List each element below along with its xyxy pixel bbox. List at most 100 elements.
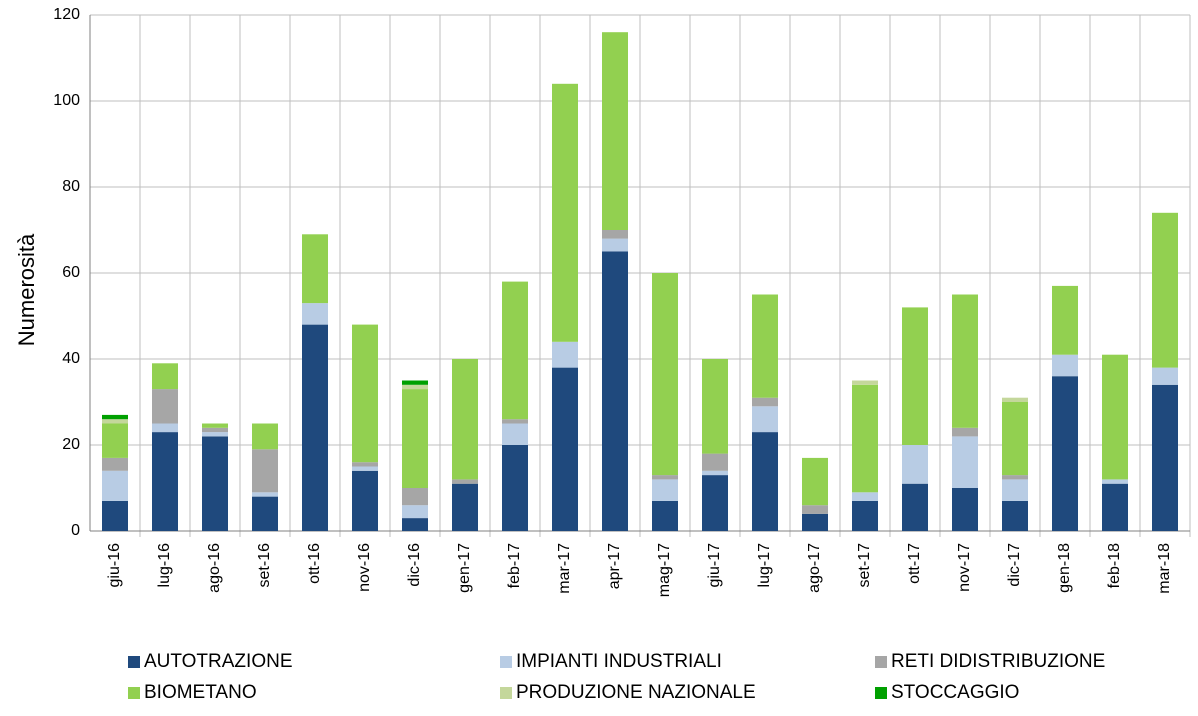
bar-segment [352,324,378,463]
bar-segment [1102,354,1128,480]
bar-segment [802,513,828,531]
legend-swatch [128,656,140,668]
x-tick-label: mar-17 [556,543,573,594]
bar-segment [1152,367,1178,385]
y-tick-label: 100 [53,92,80,109]
bar-segment [252,492,278,497]
bar-segment [152,363,178,390]
bar-segment [1152,384,1178,531]
x-tick-label: ago-16 [206,543,223,593]
bar-segment [502,423,528,445]
bar-segment [852,384,878,493]
bar-segment [702,359,728,454]
bar-segment [1052,354,1078,377]
x-tick-label: nov-17 [956,543,973,592]
bar-segment [852,500,878,531]
legend-swatch [500,656,512,668]
bar-segment [402,505,428,519]
legend-swatch [875,687,887,699]
bar-segment [302,324,328,531]
bar-segment [502,445,528,531]
bar-segment [652,273,678,476]
bar-segment [702,470,728,476]
x-tick-label: ott-17 [906,543,923,584]
bar-segment [952,488,978,531]
bar-segment [302,234,328,304]
bar-segment [952,436,978,488]
bar-segment [152,423,178,433]
bar-segment [202,423,228,428]
bar-segment [252,449,278,493]
bar-segment [1152,212,1178,368]
bar-segment [652,500,678,531]
x-tick-label: giu-16 [106,543,123,588]
legend-swatch [875,656,887,668]
bar-segment [702,453,728,471]
bar-segment [352,470,378,531]
bar-segment [802,457,828,506]
bar-segment [552,367,578,531]
bar-segment [1052,376,1078,531]
x-tick-label: gen-17 [456,543,473,593]
bar-segment [752,406,778,433]
bar-segment [602,238,628,252]
x-tick-label: apr-17 [606,543,623,589]
y-axis-label: Numerosità [14,233,39,346]
x-tick-label: nov-16 [356,543,373,592]
legend-label: STOCCAGGIO [891,682,1019,703]
bar-segment [1002,402,1028,476]
bar-segment [1002,479,1028,501]
legend-swatch [128,687,140,699]
x-tick-label: set-16 [256,543,273,588]
bar-segment [952,294,978,428]
bar-segment [602,251,628,531]
bar-segment [452,479,478,484]
x-tick-label: set-17 [856,543,873,588]
x-tick-label: feb-17 [506,543,523,588]
x-tick-label: giu-17 [706,543,723,588]
bar-segment [252,496,278,531]
bar-segment [252,423,278,450]
bar-segment [102,423,128,458]
y-tick-label: 60 [62,264,80,281]
x-tick-label: gen-18 [1056,543,1073,593]
x-tick-label: ago-17 [806,543,823,593]
bar-segment [902,445,928,484]
bar-segment [752,294,778,398]
bar-segment [702,475,728,531]
y-tick-label: 120 [53,6,80,23]
bar-segment [1002,475,1028,480]
y-tick-label: 20 [62,436,80,453]
bar-segment [552,341,578,368]
y-tick-label: 0 [71,522,80,539]
bar-segment [1002,500,1028,531]
bar-segment [202,427,228,433]
bar-segment [152,389,178,424]
bar-segment [102,419,128,424]
bar-segment [402,380,428,385]
bar-segment [152,432,178,531]
bar-segment [952,427,978,437]
bar-segment [102,414,128,420]
bar-segment [202,432,228,437]
legend-label: PRODUZIONE NAZIONALE [516,682,756,703]
legend-label: RETI DIDISTRIBUZIONE [891,651,1105,672]
bar-segment [1002,397,1028,402]
bar-segment [902,483,928,531]
bar-segment [902,307,928,445]
bar-segment [802,505,828,514]
x-tick-label: mag-17 [656,543,673,597]
bar-segment [102,470,128,501]
legend-swatch [500,687,512,699]
bar-segment [602,32,628,231]
legend-label: IMPIANTI INDUSTRIALI [516,651,722,672]
bar-segment [402,389,428,488]
bar-segment [302,303,328,325]
bar-segment [402,384,428,390]
bar-segment [552,83,578,342]
y-tick-label: 80 [62,178,80,195]
bar-segment [752,397,778,407]
bar-segment [652,475,678,480]
x-tick-label: mar-18 [1156,543,1173,594]
bar-segment [652,479,678,501]
